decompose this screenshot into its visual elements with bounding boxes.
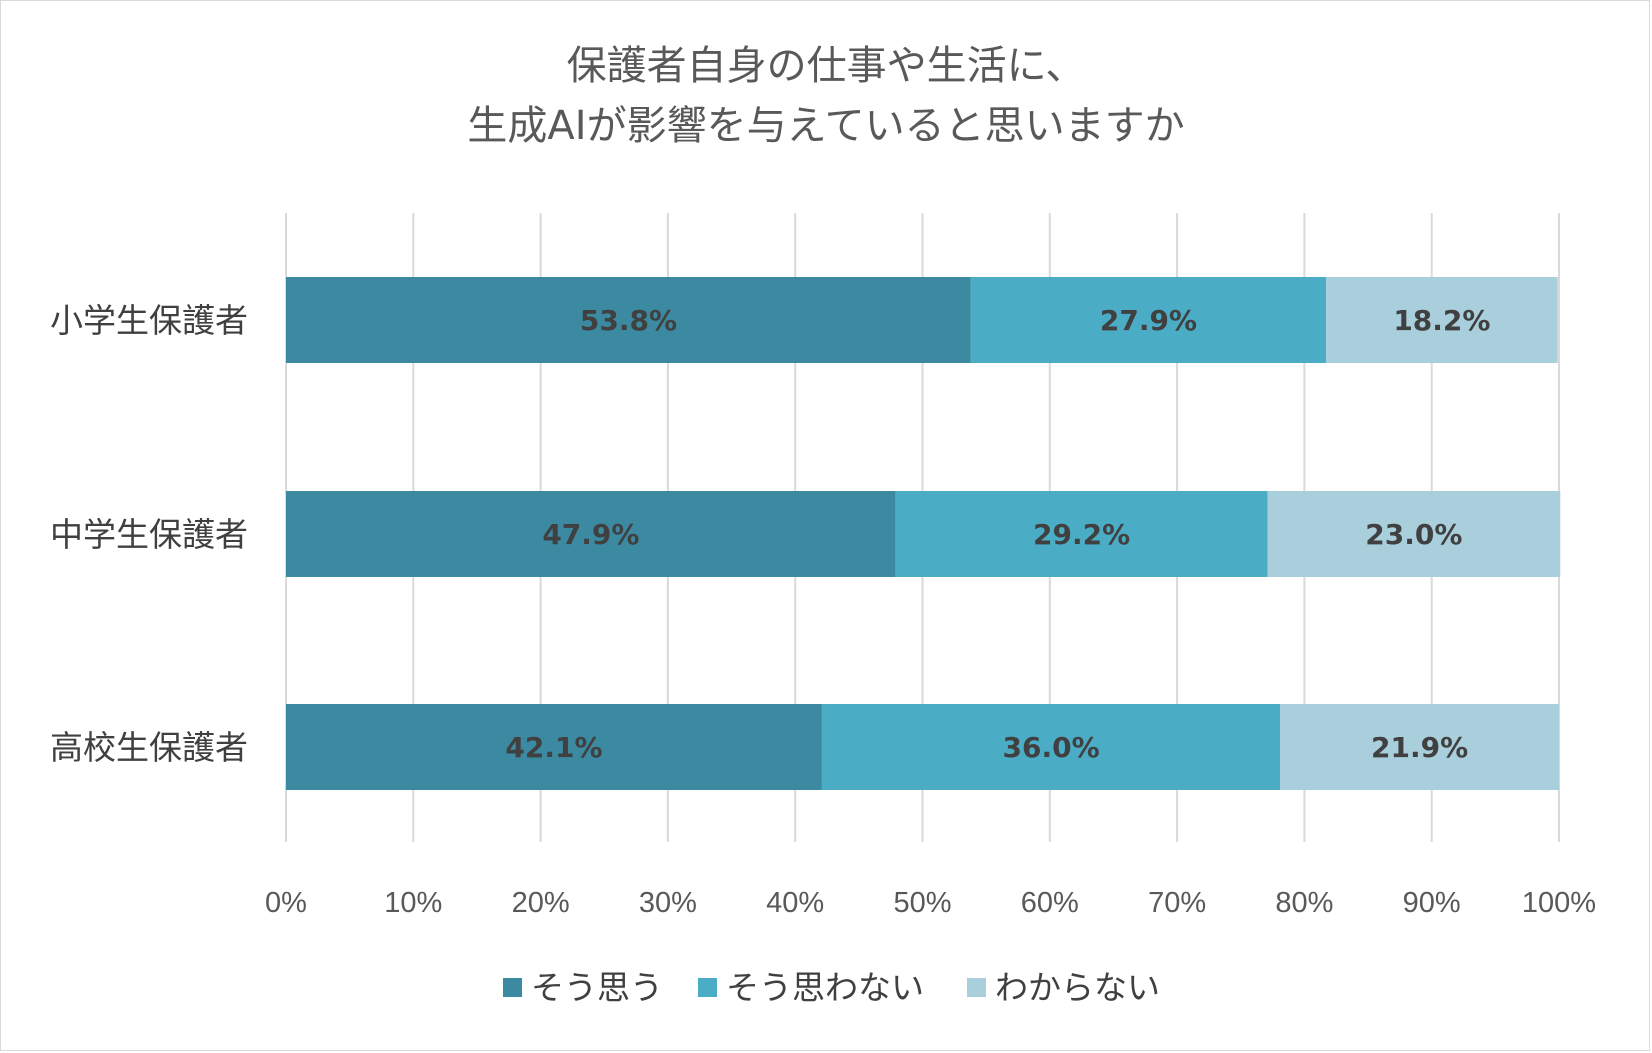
- tick-label-0: 0%: [265, 887, 307, 919]
- bar-3-series-3: [1280, 704, 1559, 790]
- data-label-3-3: 21.9%: [1371, 731, 1468, 764]
- bar-1-series-3: [1326, 277, 1558, 363]
- data-label-2-1: 47.9%: [542, 518, 639, 551]
- tick-label-7: 70%: [1148, 887, 1206, 919]
- tick-label-3: 30%: [639, 887, 697, 919]
- legend-label-2: そう思わない: [726, 968, 924, 1007]
- legend: そう思う そう思わない わからない: [503, 968, 1160, 1007]
- data-label-3-2: 36.0%: [1003, 731, 1100, 764]
- legend-label-1: そう思う: [531, 968, 663, 1007]
- tick-label-6: 60%: [1021, 887, 1079, 919]
- bar-2-series-3: [1267, 491, 1561, 577]
- tick-label-10: 100%: [1522, 887, 1596, 919]
- data-label-1-3: 18.2%: [1393, 304, 1490, 337]
- chart-title: 保護者自身の仕事や生活に、 生成AIが影響を与えていると思いますか: [467, 43, 1184, 149]
- tick-label-9: 90%: [1403, 887, 1461, 919]
- category-label-2: 中学生保護者: [50, 515, 248, 554]
- tick-label-8: 80%: [1275, 887, 1333, 919]
- bar-2-series-2: [895, 491, 1268, 577]
- data-label-1-1: 53.8%: [580, 304, 677, 337]
- category-label-1: 小学生保護者: [50, 301, 248, 340]
- bar-2-series-1: [286, 491, 896, 577]
- data-label-2-3: 23.0%: [1365, 518, 1462, 551]
- bar-1-series-2: [970, 277, 1327, 363]
- tick-label-1: 10%: [384, 887, 442, 919]
- tick-label-5: 50%: [893, 887, 951, 919]
- legend-swatch-1: [503, 978, 522, 997]
- data-label-3-1: 42.1%: [505, 731, 602, 764]
- bar-3-series-1: [286, 704, 822, 790]
- value-axis: 0% 10% 20% 30% 40% 50% 60% 70% 80% 90% 100%: [265, 887, 1596, 919]
- data-label-1-2: 27.9%: [1100, 304, 1197, 337]
- bars: 53.8% 27.9% 18.2% 47.9% 29.2% 23.0% 42.1% 36.0%…: [286, 277, 1561, 790]
- legend-swatch-3: [967, 978, 986, 997]
- legend-label-3: わからない: [995, 968, 1160, 1007]
- bar-3-series-2: [821, 704, 1281, 790]
- chart-title-line-2: 生成AIが影響を与えていると思いますか: [467, 103, 1184, 149]
- tick-label-2: 20%: [512, 887, 570, 919]
- tick-label-4: 40%: [766, 887, 824, 919]
- legend-swatch-2: [698, 978, 717, 997]
- bar-1-series-1: [286, 277, 971, 363]
- chart-title-line-1: 保護者自身の仕事や生活に、: [567, 43, 1086, 89]
- data-label-2-2: 29.2%: [1033, 518, 1130, 551]
- category-label-3: 高校生保護者: [50, 728, 248, 767]
